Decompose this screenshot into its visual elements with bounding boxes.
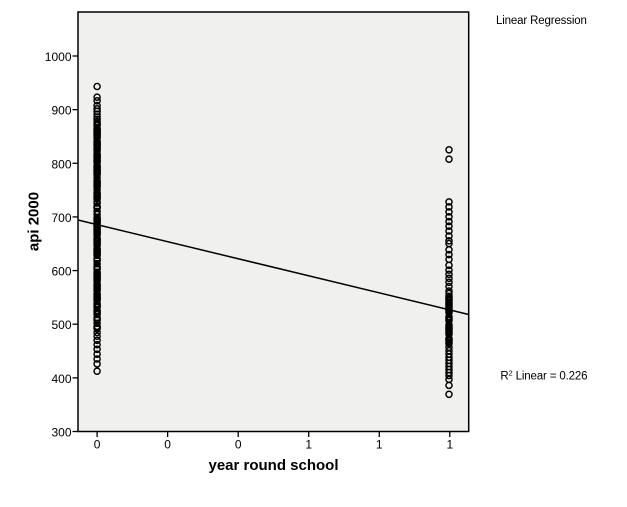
svg-text:1: 1 xyxy=(446,438,453,452)
svg-text:0: 0 xyxy=(164,438,171,452)
svg-text:api 2000: api 2000 xyxy=(26,192,43,251)
svg-text:0: 0 xyxy=(235,438,242,452)
svg-text:600: 600 xyxy=(51,265,71,279)
svg-text:1: 1 xyxy=(376,438,383,452)
svg-text:1: 1 xyxy=(305,438,312,452)
svg-text:0: 0 xyxy=(94,438,101,452)
svg-text:Linear Regression: Linear Regression xyxy=(496,15,587,27)
svg-text:R2 Linear = 0.226: R2 Linear = 0.226 xyxy=(500,368,587,382)
svg-text:300: 300 xyxy=(51,426,71,440)
svg-text:800: 800 xyxy=(51,157,71,171)
svg-text:900: 900 xyxy=(51,104,71,118)
svg-text:1000: 1000 xyxy=(45,50,72,64)
svg-text:500: 500 xyxy=(51,318,71,332)
svg-text:700: 700 xyxy=(51,211,71,225)
svg-text:400: 400 xyxy=(51,372,71,386)
svg-text:year round school: year round school xyxy=(208,457,338,474)
